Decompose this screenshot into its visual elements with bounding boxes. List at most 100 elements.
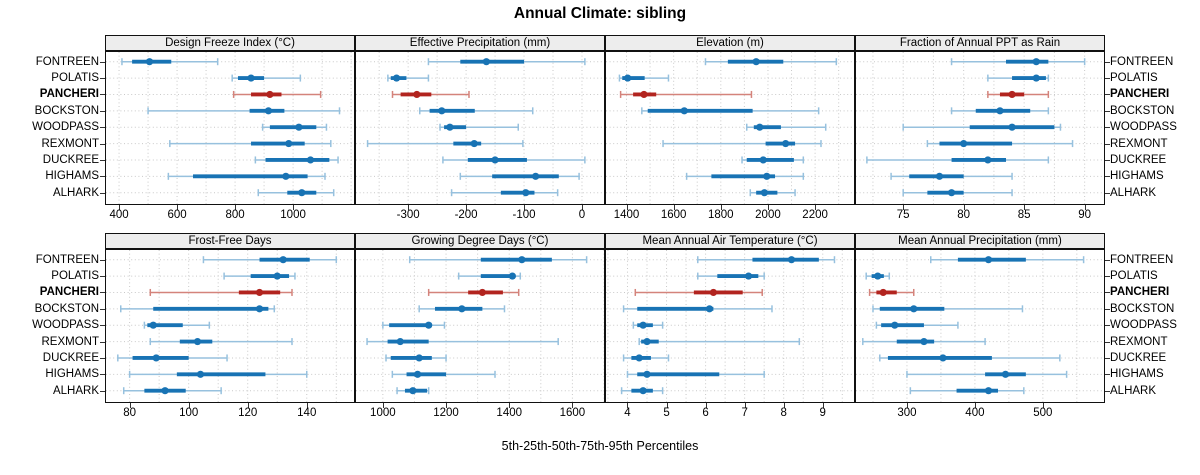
interval-rexmont [169, 139, 332, 148]
station-label-left-highams: HIGHAMS [45, 368, 99, 381]
median-dot [939, 354, 947, 362]
interval-fontreen [950, 58, 1086, 66]
station-label-left-alhark: ALHARK [52, 384, 99, 397]
station-label-left-pancheri: PANCHERI [39, 88, 99, 101]
x-tick-label: 5 [663, 407, 670, 419]
interval-highams [685, 172, 805, 180]
x-tick-label: 9 [819, 407, 826, 419]
x-tick-mark [466, 205, 468, 210]
median-dot [752, 58, 760, 66]
x-tick-mark [235, 205, 237, 210]
interval-polatis [865, 272, 891, 280]
panel-canvas [606, 52, 854, 204]
x-tick-label: -200 [454, 209, 478, 221]
median-dot [960, 139, 968, 148]
y-tick-mark-right [1105, 308, 1110, 310]
y-tick-mark-right [1105, 192, 1110, 194]
median-dot [756, 123, 764, 131]
strip-design-freeze-index: Design Freeze Index (°C) [105, 35, 355, 51]
median-dot [759, 156, 767, 164]
median-dot [1001, 370, 1010, 378]
x-tick-label: 1400 [496, 407, 523, 419]
y-tick-mark-left [100, 159, 105, 161]
station-label-left-woodpass: WOODPASS [32, 121, 99, 134]
interval-rexmont [366, 337, 559, 346]
station-label-left-pancheri: PANCHERI [39, 286, 99, 299]
interval-duckree [117, 354, 228, 362]
x-tick-mark [119, 205, 121, 210]
x-tick-label: 80 [957, 209, 971, 221]
strip-frost-free-days: Frost-Free Days [105, 233, 355, 249]
station-label-left-fontreen: FONTREEN [35, 253, 99, 266]
interval-alhark [902, 189, 1013, 197]
median-dot [680, 107, 688, 115]
median-dot [414, 370, 422, 378]
interval-highams [128, 370, 308, 378]
median-dot [1008, 90, 1016, 99]
median-dot [425, 321, 433, 329]
y-tick-mark-right [1105, 94, 1110, 96]
panel-canvas [106, 250, 354, 402]
median-dot [643, 370, 651, 378]
median-dot [255, 305, 264, 313]
interval-fontreen [704, 58, 838, 66]
x-tick-mark [524, 205, 526, 210]
station-label-right-polatis: POLATIS [1110, 72, 1158, 85]
median-dot [891, 321, 899, 329]
x-tick-mark [705, 403, 707, 408]
x-tick-label: -300 [396, 209, 420, 221]
x-tick-label: 400 [109, 209, 129, 221]
median-dot [255, 288, 264, 297]
median-dot [1008, 123, 1016, 131]
interval-pancheri [987, 90, 1050, 99]
median-dot [247, 74, 255, 82]
median-dot [635, 354, 643, 362]
y-tick-mark-right [1105, 259, 1110, 261]
interval-bockston [872, 305, 1024, 313]
page-title: Annual Climate: sibling [513, 5, 687, 22]
percentiles-caption: 5th-25th-50th-75th-95th Percentiles [501, 439, 699, 453]
median-dot [1032, 74, 1040, 82]
y-tick-mark-right [1105, 357, 1110, 359]
interval-rexmont [366, 139, 524, 148]
y-tick-mark-right [1105, 176, 1110, 178]
x-tick-mark [306, 403, 308, 408]
median-dot [470, 139, 478, 148]
median-dot [478, 288, 486, 297]
x-tick-label: 300 [897, 407, 917, 419]
station-label-right-pancheri: PANCHERI [1110, 88, 1170, 101]
median-dot [306, 156, 315, 164]
median-dot [639, 321, 647, 329]
interval-highams [626, 370, 765, 378]
median-dot [193, 337, 202, 346]
station-label-right-alhark: ALHARK [1110, 384, 1157, 397]
station-label-right-highams: HIGHAMS [1110, 170, 1164, 183]
median-dot [643, 337, 651, 346]
panel-fraction-ppt-rain [855, 51, 1105, 205]
interval-duckree [622, 354, 670, 362]
median-dot [413, 90, 421, 99]
median-dot [782, 139, 790, 148]
interval-rexmont [662, 139, 822, 148]
interval-fontreen [427, 58, 586, 66]
x-tick-mark [247, 403, 249, 408]
panel-frost-free-days [105, 249, 355, 403]
x-tick-label: 1000 [370, 407, 396, 419]
station-label-right-woodpass: WOODPASS [1110, 319, 1177, 332]
x-tick-label: 2200 [802, 209, 828, 221]
x-tick-mark [673, 205, 675, 210]
panel-canvas [606, 250, 854, 402]
median-dot [1032, 58, 1040, 66]
median-dot [874, 272, 882, 280]
x-tick-label: -100 [512, 209, 536, 221]
y-tick-mark-right [1105, 61, 1110, 63]
median-dot [879, 288, 887, 297]
x-tick-mark [626, 205, 628, 210]
median-dot [282, 172, 290, 180]
median-dot [984, 256, 993, 264]
interval-pancheri [232, 90, 322, 99]
median-dot [438, 107, 446, 115]
interval-duckree [385, 354, 447, 362]
y-tick-mark-left [100, 374, 105, 376]
x-tick-label: 120 [238, 407, 258, 419]
